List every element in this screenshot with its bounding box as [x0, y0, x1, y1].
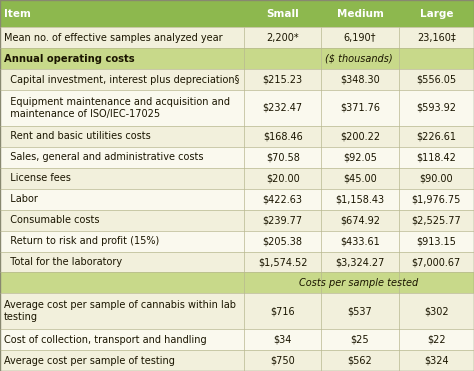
- Text: Large: Large: [419, 9, 453, 19]
- Text: $34: $34: [273, 335, 292, 345]
- Text: $433.61: $433.61: [340, 236, 380, 246]
- Text: $232.47: $232.47: [263, 103, 303, 113]
- Text: Annual operating costs: Annual operating costs: [4, 54, 135, 64]
- Bar: [0, 147, 474, 168]
- Text: $371.76: $371.76: [340, 103, 380, 113]
- Text: $537: $537: [347, 306, 373, 316]
- Text: Mean no. of effective samples analyzed year: Mean no. of effective samples analyzed y…: [4, 33, 223, 43]
- Text: Return to risk and profit (15%): Return to risk and profit (15%): [4, 236, 159, 246]
- Bar: [0, 0, 474, 27]
- Bar: [0, 252, 474, 272]
- Text: 2,200*: 2,200*: [266, 33, 299, 43]
- Bar: [0, 293, 474, 329]
- Text: $92.05: $92.05: [343, 152, 377, 162]
- Bar: [0, 168, 474, 188]
- Bar: [0, 329, 474, 350]
- Text: $348.30: $348.30: [340, 75, 380, 85]
- Text: Rent and basic utilities costs: Rent and basic utilities costs: [4, 131, 151, 141]
- Text: $324: $324: [424, 355, 448, 365]
- Bar: [0, 69, 474, 90]
- Text: Small: Small: [266, 9, 299, 19]
- Text: $22: $22: [427, 335, 446, 345]
- Text: $750: $750: [270, 355, 295, 365]
- Text: $1,158.43: $1,158.43: [336, 194, 384, 204]
- Text: $716: $716: [271, 306, 295, 316]
- Text: $226.61: $226.61: [416, 131, 456, 141]
- Text: Costs per sample tested: Costs per sample tested: [300, 278, 419, 288]
- Text: Labor: Labor: [4, 194, 38, 204]
- Text: Average cost per sample of testing: Average cost per sample of testing: [4, 355, 175, 365]
- Bar: [0, 188, 474, 210]
- Text: $118.42: $118.42: [416, 152, 456, 162]
- Text: Cost of collection, transport and handling: Cost of collection, transport and handli…: [4, 335, 207, 345]
- Text: $913.15: $913.15: [416, 236, 456, 246]
- Text: $215.23: $215.23: [263, 75, 303, 85]
- Text: $556.05: $556.05: [416, 75, 456, 85]
- Text: $593.92: $593.92: [416, 103, 456, 113]
- Bar: [0, 230, 474, 252]
- Bar: [0, 48, 474, 69]
- Text: Average cost per sample of cannabis within lab
testing: Average cost per sample of cannabis with…: [4, 300, 236, 322]
- Text: $200.22: $200.22: [340, 131, 380, 141]
- Text: $239.77: $239.77: [263, 215, 303, 225]
- Text: 23,160‡: 23,160‡: [417, 33, 456, 43]
- Text: $205.38: $205.38: [263, 236, 303, 246]
- Text: $3,324.27: $3,324.27: [335, 257, 385, 267]
- Text: Sales, general and administrative costs: Sales, general and administrative costs: [4, 152, 203, 162]
- Text: Consumable costs: Consumable costs: [4, 215, 100, 225]
- Text: $70.58: $70.58: [266, 152, 300, 162]
- Text: ($ thousands): ($ thousands): [325, 54, 393, 64]
- Text: $562: $562: [347, 355, 373, 365]
- Text: $2,525.77: $2,525.77: [411, 215, 461, 225]
- Text: $168.46: $168.46: [263, 131, 302, 141]
- Bar: [0, 90, 474, 126]
- Text: $90.00: $90.00: [419, 173, 453, 183]
- Bar: [0, 350, 474, 371]
- Bar: [0, 126, 474, 147]
- Text: Total for the laboratory: Total for the laboratory: [4, 257, 122, 267]
- Text: Capital investment, interest plus depreciation§: Capital investment, interest plus deprec…: [4, 75, 239, 85]
- Text: Equipment maintenance and acquisition and
  maintenance of ISO/IEC-17025: Equipment maintenance and acquisition an…: [4, 97, 230, 119]
- Text: 6,190†: 6,190†: [344, 33, 376, 43]
- Text: $422.63: $422.63: [263, 194, 303, 204]
- Text: $1,976.75: $1,976.75: [411, 194, 461, 204]
- Text: $45.00: $45.00: [343, 173, 377, 183]
- Text: $302: $302: [424, 306, 448, 316]
- Text: $1,574.52: $1,574.52: [258, 257, 308, 267]
- Text: $7,000.67: $7,000.67: [412, 257, 461, 267]
- Text: $674.92: $674.92: [340, 215, 380, 225]
- Text: $25: $25: [351, 335, 369, 345]
- Bar: [0, 27, 474, 48]
- Text: Medium: Medium: [337, 9, 383, 19]
- Text: $20.00: $20.00: [266, 173, 300, 183]
- Bar: [0, 210, 474, 230]
- Text: License fees: License fees: [4, 173, 71, 183]
- Bar: [0, 272, 474, 293]
- Text: Item: Item: [4, 9, 31, 19]
